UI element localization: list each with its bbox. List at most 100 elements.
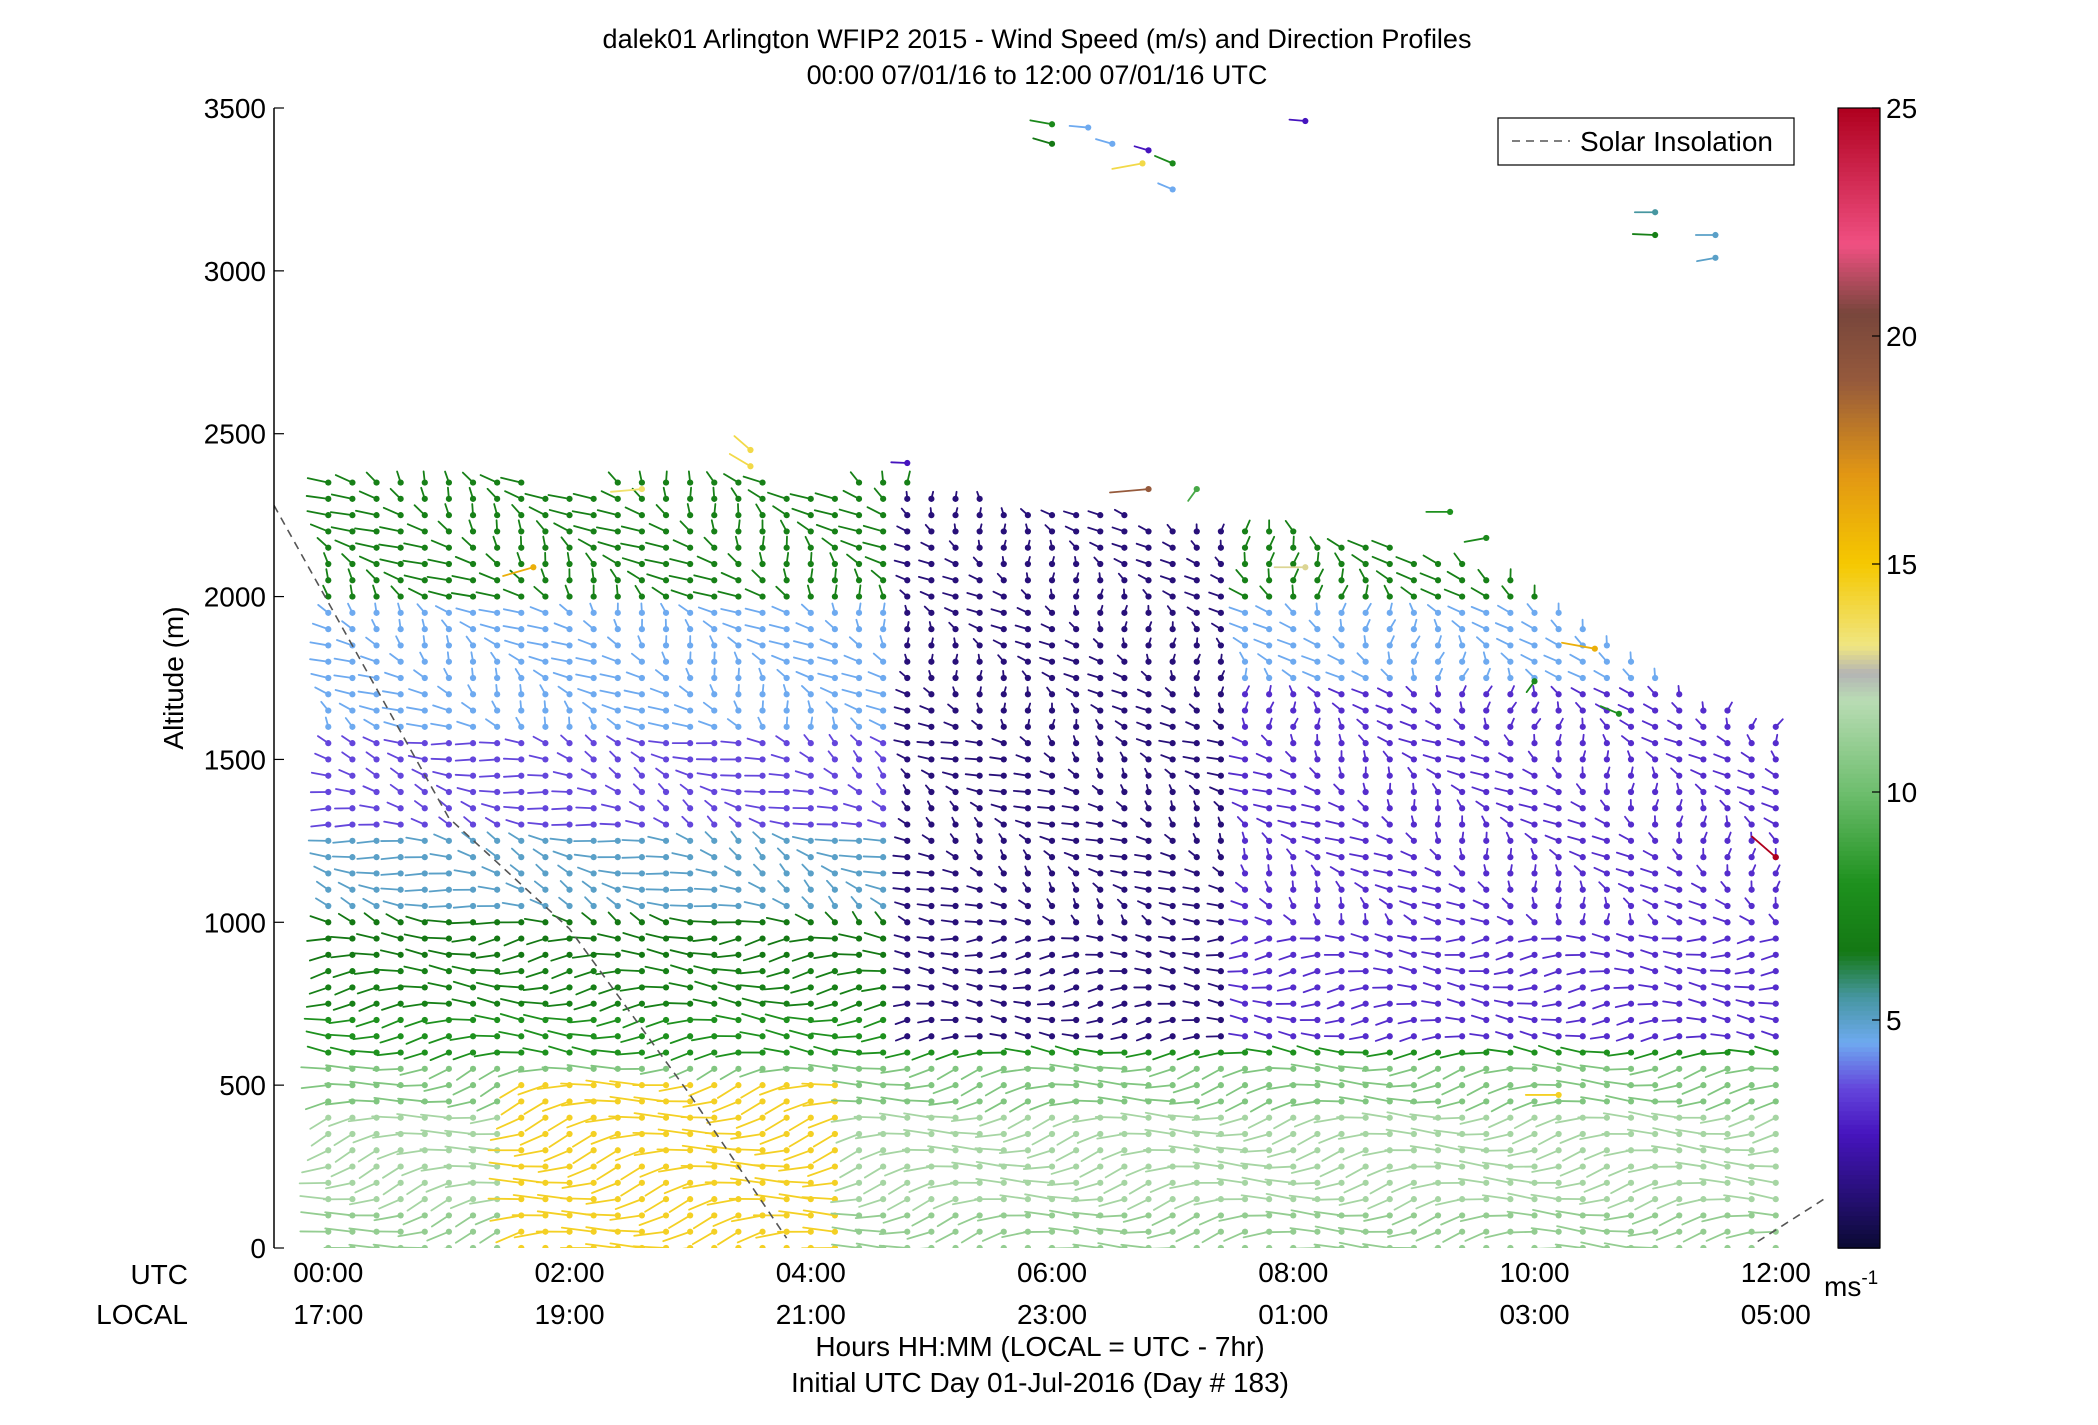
wind-barb-dot [783,1049,790,1056]
wind-barb-dot [928,837,935,844]
wind-barb [742,953,764,962]
wind-barb-dot [518,788,525,796]
wind-barb-dot [1145,756,1152,763]
wind-barb-field [298,470,1784,1248]
wind-barb-dot [349,935,356,942]
wind-barb [936,1214,957,1228]
wind-barb-dot [1024,1082,1031,1089]
wind-barb [572,1149,595,1165]
wind-barb-dot [687,1212,694,1219]
wind-barb-dot [349,788,356,796]
wind-barb [615,1149,643,1162]
wind-barb-dot [469,723,477,730]
wind-barb-dot [421,577,428,584]
wind-barb-dot [976,1065,983,1072]
wind-barb [1297,1133,1319,1146]
wind-barb-dot [397,1228,404,1235]
wind-barb-dot [1000,886,1007,893]
wind-barb [1554,1243,1584,1248]
wind-barb [1337,1065,1367,1070]
wind-barb-dot [1073,772,1080,779]
wind-barb-dot [1386,935,1393,942]
wind-barb-dot [807,642,814,649]
wind-barb-dot [904,1163,911,1170]
wind-barb-dot [831,870,838,877]
wind-barb-dot [1048,837,1056,844]
wind-barb [1050,1165,1078,1175]
wind-barb-dot [1555,1000,1562,1007]
wind-barb-dot [1459,935,1466,942]
wind-barb [1441,1084,1464,1096]
wind-barb-dot [1000,609,1007,616]
wind-barb-dot [1531,691,1538,698]
wind-barb-dot [976,495,983,502]
wind-barb-dot [1314,577,1321,584]
wind-barb-dot [928,870,935,877]
wind-barb [739,984,764,989]
wind-barb-dot [687,528,694,535]
wind-barb [1290,1209,1319,1217]
wind-barb-dot [1459,577,1466,584]
wind-barb [836,1019,860,1027]
wind-barb [378,1198,402,1210]
wind-barb-dot [904,593,911,600]
wind-barb-dot [855,984,863,991]
wind-barb [693,574,716,582]
wind-barb-dot [735,544,742,551]
wind-barb-dot [1314,609,1321,616]
wind-barb-dot [1000,1033,1007,1040]
wind-barb [998,1149,1029,1154]
wind-barb-dot [1579,626,1586,633]
wind-barb [523,1100,547,1115]
wind-barb-dot [1410,1212,1417,1219]
wind-barb-dot [1362,919,1369,926]
wind-barb-dot [1121,691,1128,698]
wind-barb-dot [1603,837,1610,844]
wind-barb-dot [807,1000,814,1007]
wind-barb [788,1133,812,1148]
wind-barb-dot [325,1049,332,1056]
wind-barb [1216,1146,1246,1152]
wind-barb [1313,1210,1343,1217]
wind-barb-dot [1603,740,1610,747]
wind-barb-dot [1459,821,1466,828]
wind-barb [328,1116,354,1127]
wind-barb-dot [1362,658,1369,665]
wind-barb-dot [1169,788,1176,796]
wind-barb-dot [638,935,645,942]
wind-barb-dot [397,919,404,926]
wind-barb [1579,1198,1608,1205]
wind-barb-dot [397,772,404,779]
wind-barb-dot [687,1098,694,1105]
wind-barb-dot [662,1196,670,1203]
wind-barb [1219,1116,1246,1126]
wind-barb [567,1165,595,1178]
wind-barb-dot [952,577,959,584]
wind-barb-dot [831,886,838,893]
wind-barb-dot [1459,1244,1466,1248]
wind-barb-dot [831,1163,838,1170]
wind-barb [301,1165,330,1174]
wind-barb-dot [1241,756,1249,763]
wind-barb-dot [880,479,887,486]
wind-barb [814,492,836,500]
wind-barb-dot [711,788,718,796]
wind-barb-dot [662,1163,670,1170]
wind-barb-dot [711,854,718,861]
wind-barb-dot [1483,642,1490,649]
wind-barb-dot [687,740,694,747]
wind-barb-dot [1410,1033,1417,1040]
wind-barb [569,1033,595,1038]
wind-barb-dot [1314,560,1321,568]
wind-barb [802,1209,836,1217]
wind-barb-dot [1579,935,1586,942]
wind-barb-dot [590,593,597,600]
wind-barb-dot [904,1130,911,1138]
wind-barb-dot [783,642,790,649]
wind-barb [1443,588,1464,598]
wind-barb-dot [976,968,983,975]
wind-barb-dot [1531,1244,1538,1248]
wind-barb-dot [831,740,838,747]
wind-barb [309,523,330,533]
wind-barb [1315,1063,1343,1070]
